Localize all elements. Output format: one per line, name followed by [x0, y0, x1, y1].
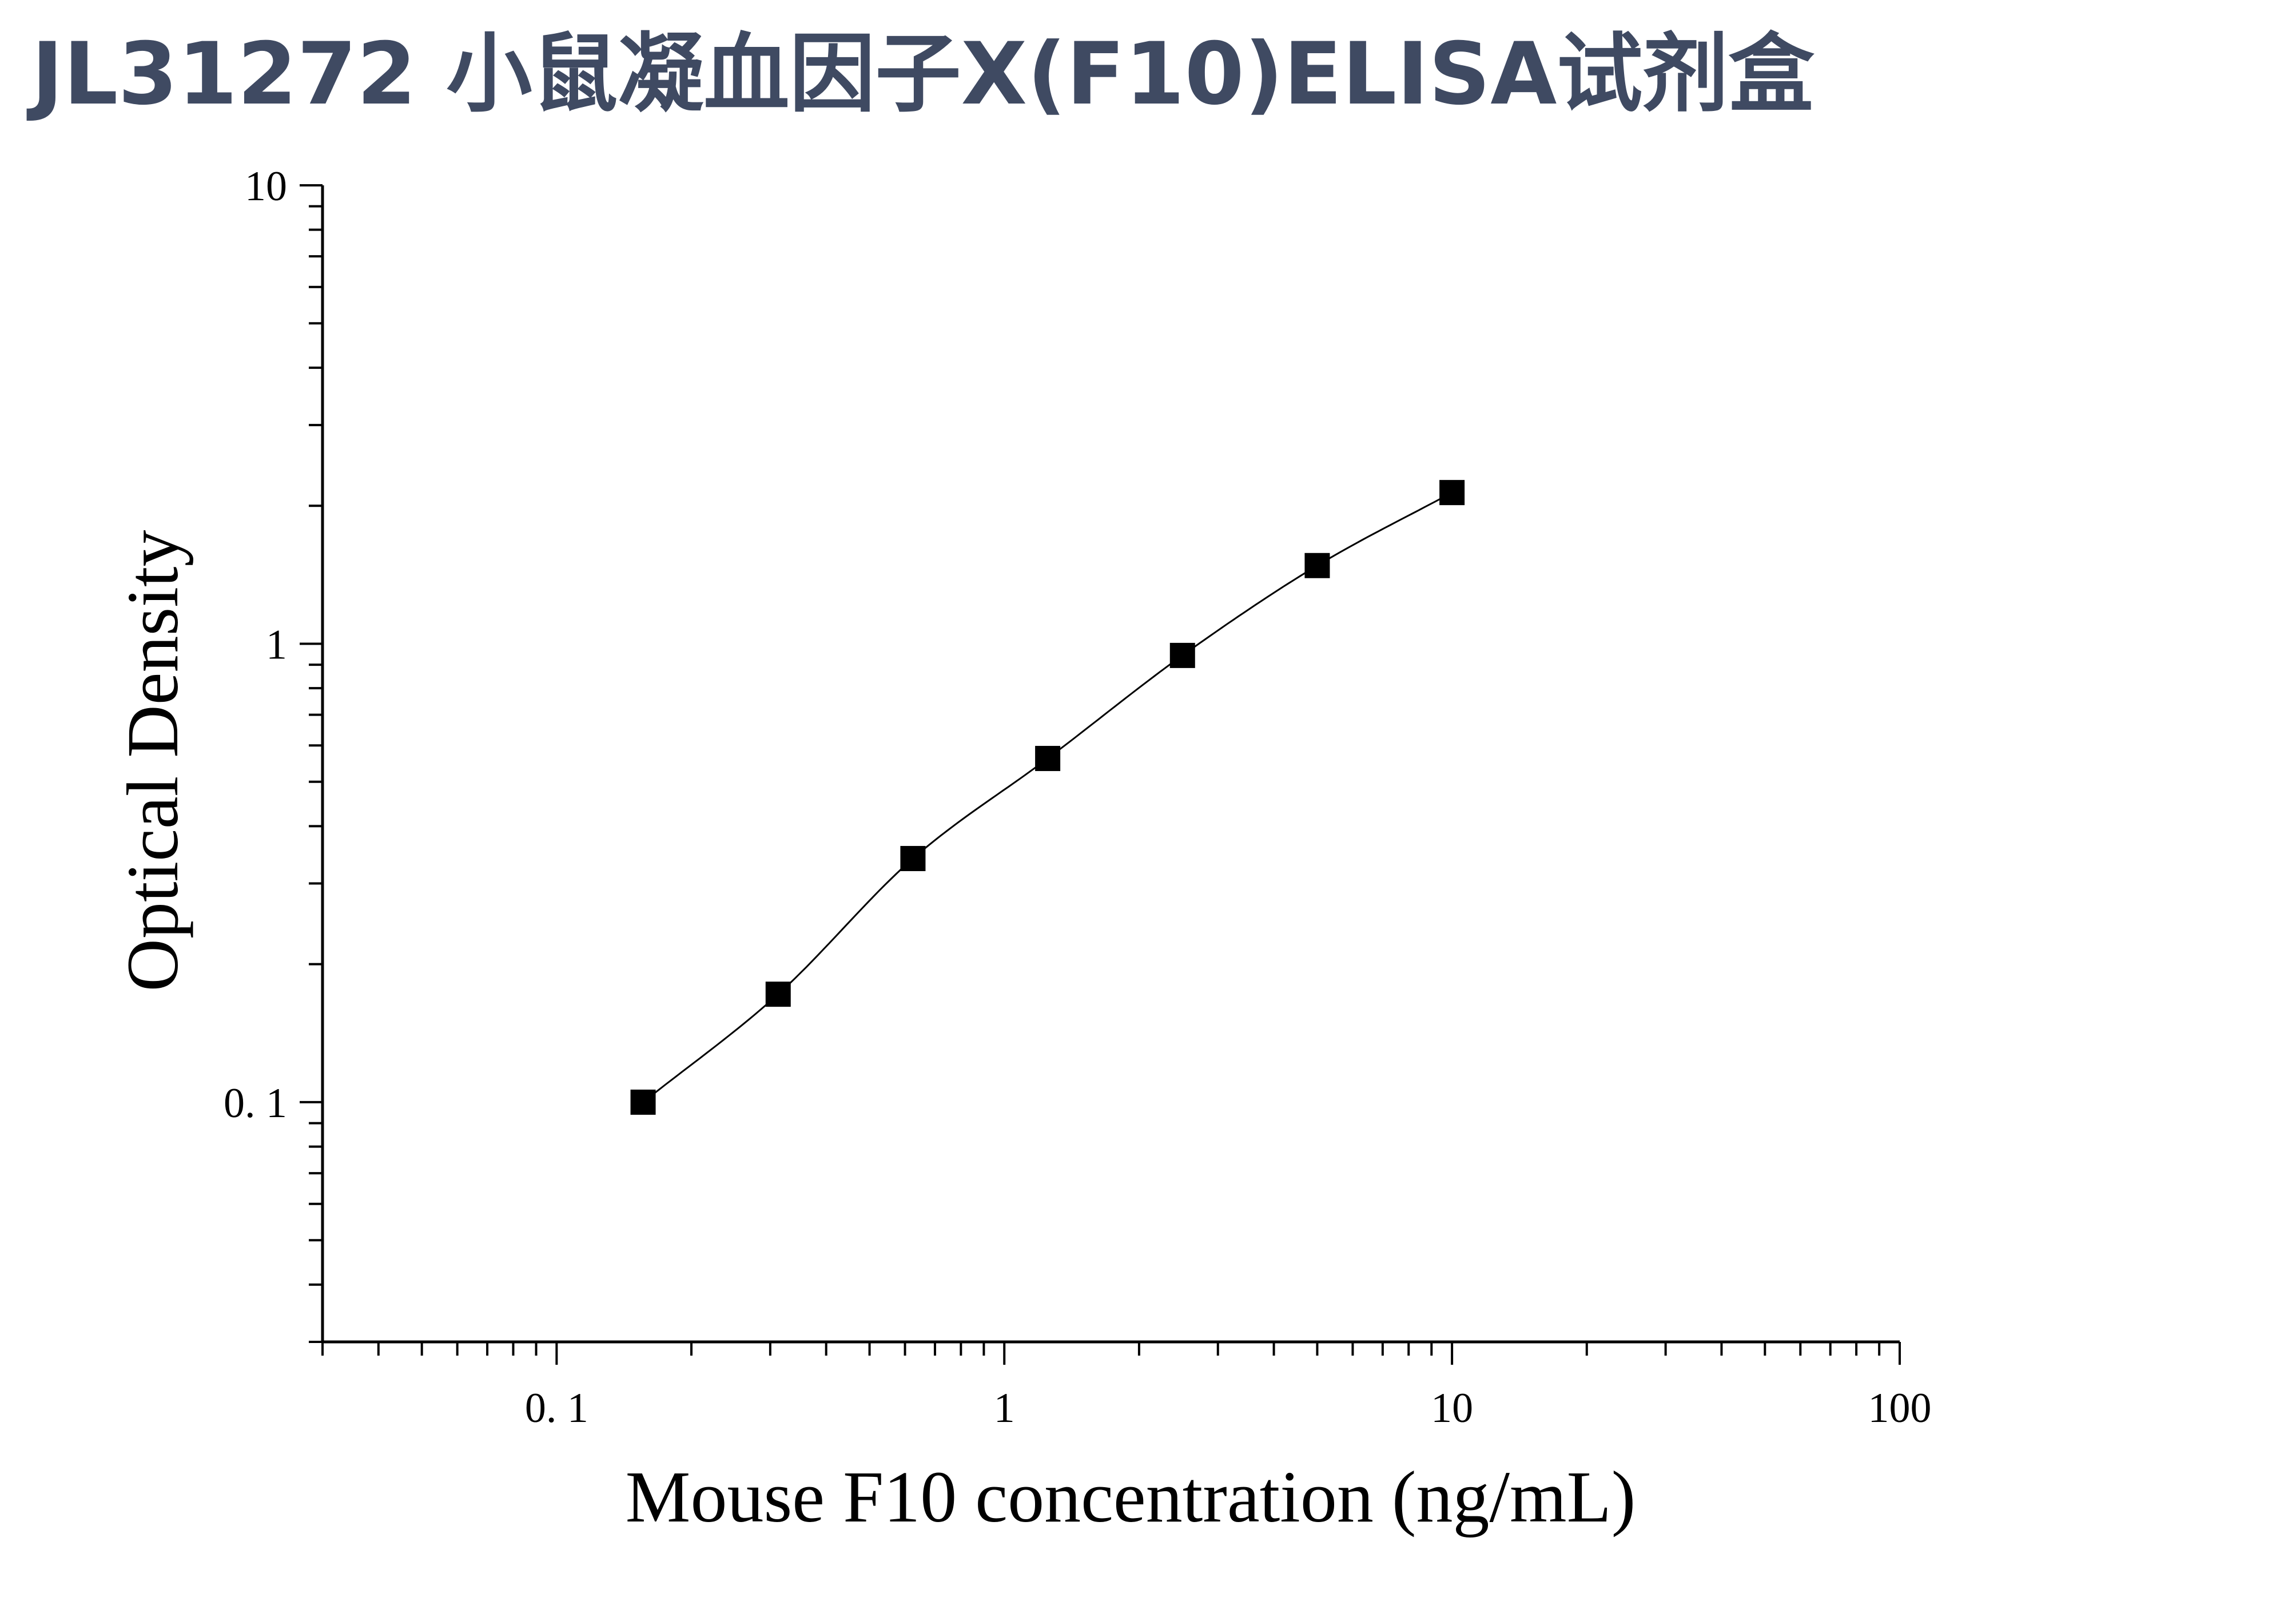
- data-points: [630, 480, 1465, 1115]
- x-tick-label: 100: [1868, 1385, 1932, 1432]
- data-point: [1035, 746, 1061, 772]
- data-point: [900, 845, 926, 871]
- y-tick-label: 1: [266, 621, 287, 668]
- data-point: [765, 982, 791, 1007]
- data-point: [630, 1089, 656, 1115]
- tick-labels: 0. 1 1 10 100 0. 1 1 10: [224, 163, 1932, 1432]
- data-point: [1304, 553, 1330, 578]
- ticks: [300, 184, 1901, 1365]
- x-axis-title: Mouse F10 concentration (ng/mL): [626, 1456, 1636, 1538]
- axes: [321, 185, 1900, 1344]
- data-point: [1439, 480, 1465, 506]
- y-tick-label: 10: [245, 163, 287, 210]
- x-tick-label: 10: [1431, 1385, 1473, 1432]
- x-tick-label: 1: [994, 1385, 1015, 1432]
- fit-curve: [642, 491, 1453, 1103]
- page-title: JL31272 小鼠凝血因子X(F10)ELISA试剂盒: [31, 25, 1814, 124]
- y-axis-title: Optical Density: [112, 530, 193, 992]
- x-tick-label: 0. 1: [525, 1385, 588, 1432]
- data-point: [1169, 642, 1195, 668]
- y-tick-label: 0. 1: [224, 1080, 287, 1127]
